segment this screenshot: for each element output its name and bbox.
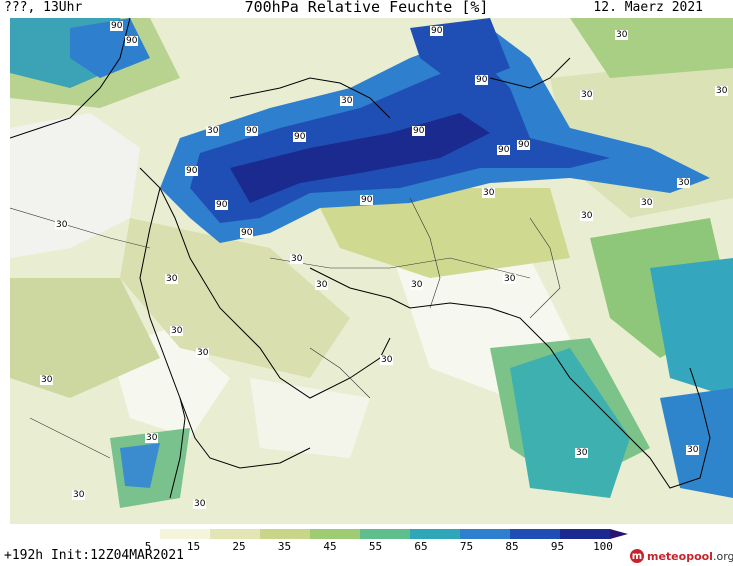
contour-label: 90	[497, 145, 511, 155]
contour-label: 30	[193, 499, 207, 509]
logo-icon: m	[630, 549, 644, 563]
contour-label: 30	[686, 445, 700, 455]
contour-label: 90	[125, 36, 139, 46]
contour-label: 30	[196, 348, 210, 358]
contour-label: 30	[170, 326, 184, 336]
logo-suffix: .org	[712, 549, 733, 563]
contour-label: 90	[360, 195, 374, 205]
colorbar-tick-label: 35	[277, 540, 292, 553]
contour-label: 30	[340, 96, 354, 106]
run-info: +192h Init:12Z04MAR2021	[4, 548, 185, 563]
colorbar-tick-label: 55	[368, 540, 383, 553]
contour-label: 30	[55, 220, 69, 230]
forecast-time-label: ???, 13Uhr	[4, 0, 83, 15]
colorbar-segment	[260, 529, 311, 539]
contour-label: 90	[430, 26, 444, 36]
contour-label: 30	[145, 433, 159, 443]
contour-label: 30	[503, 274, 517, 284]
forecast-date-label: 12. Maerz 2021	[593, 0, 703, 15]
logo-name: meteopool	[647, 549, 713, 563]
contour-label: 30	[677, 178, 691, 188]
contour-label: 30	[640, 198, 654, 208]
contour-label: 90	[293, 132, 307, 142]
contour-label: 90	[475, 75, 489, 85]
colorbar-tick-label: 75	[459, 540, 474, 553]
colorbar-segment	[310, 529, 361, 539]
contour-label: 30	[290, 254, 304, 264]
contour-label: 90	[412, 126, 426, 136]
colorbar-segment	[210, 529, 261, 539]
colorbar-tick-label: 85	[505, 540, 519, 553]
colorbar-segment	[110, 529, 161, 539]
colorbar-ticks: 5 15 25 35 45 55 65 75 85 95 100	[0, 540, 733, 554]
logo-text: meteopool.org	[647, 550, 733, 563]
contour-label: 30	[40, 375, 54, 385]
contour-label: 30	[165, 274, 179, 284]
colorbar-segment	[360, 529, 411, 539]
colorbar-tick-label: 95	[550, 540, 565, 553]
map-canvas	[10, 18, 733, 524]
colorbar-tick-label: 15	[186, 540, 201, 553]
contour-label: 30	[482, 188, 496, 198]
colorbar-tick-label: 5	[144, 540, 152, 553]
map-title: 700hPa Relative Feuchte [%]	[244, 0, 489, 16]
header: ???, 13Uhr 700hPa Relative Feuchte [%] 1…	[0, 0, 733, 18]
contour-label: 30	[206, 126, 220, 136]
contour-label: 30	[410, 280, 424, 290]
humidity-map: 90 90 90 90 90 90 90 90 90 90 90 90 90 3…	[10, 18, 733, 524]
contour-label: 30	[575, 448, 589, 458]
contour-label: 30	[580, 90, 594, 100]
contour-label: 90	[245, 126, 259, 136]
colorbar-segment	[510, 529, 561, 539]
contour-label: 30	[580, 211, 594, 221]
colorbar-tick-label: 65	[414, 540, 428, 553]
colorbar-tick-label: 45	[323, 540, 337, 553]
colorbar-tick-label: 25	[232, 540, 246, 553]
contour-label: 90	[185, 166, 199, 176]
colorbar-segment	[560, 529, 611, 539]
contour-label: 30	[615, 30, 629, 40]
colorbar	[110, 529, 628, 539]
colorbar-segment	[460, 529, 511, 539]
contour-label: 30	[72, 490, 86, 500]
colorbar-extend-arrow	[610, 529, 628, 539]
contour-label: 30	[315, 280, 329, 290]
contour-label: 30	[380, 355, 394, 365]
colorbar-segment	[410, 529, 461, 539]
colorbar-segment	[160, 529, 211, 539]
contour-label: 90	[215, 200, 229, 210]
meteopool-logo[interactable]: m meteopool.org	[630, 547, 733, 565]
colorbar-tick-label: 100	[593, 540, 613, 553]
contour-label: 90	[240, 228, 254, 238]
contour-label: 30	[715, 86, 729, 96]
contour-label: 90	[110, 21, 124, 31]
contour-label: 90	[517, 140, 531, 150]
